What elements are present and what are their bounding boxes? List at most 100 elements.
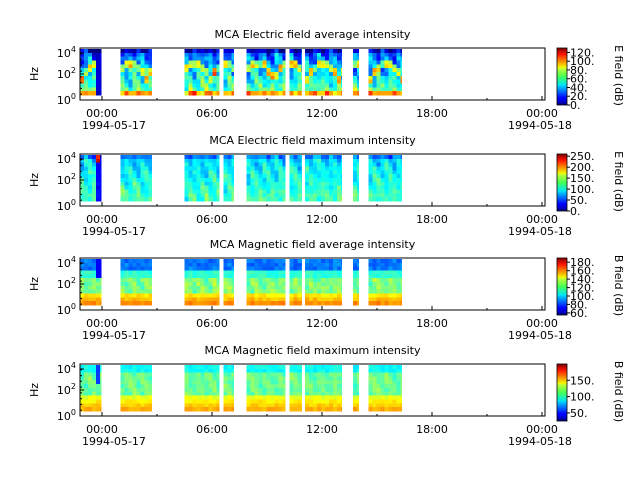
spectrogram-cell [140, 75, 145, 80]
spectrogram-cell [132, 174, 137, 179]
spectrogram-cell [132, 56, 137, 61]
spectrogram-cell [340, 49, 342, 54]
spectrogram-cell [136, 68, 141, 73]
spectrogram-cell [392, 83, 397, 88]
spectrogram-cell [388, 270, 393, 275]
spectrogram-cell [84, 282, 89, 287]
spectrogram-cell [320, 380, 325, 385]
spectrogram-cell [336, 155, 341, 160]
spectrogram-cell [100, 158, 102, 163]
spectrogram-cell [368, 372, 373, 377]
spectrogram-cell [92, 388, 97, 393]
spectrogram-cell [312, 380, 317, 385]
spectrogram-cell [380, 403, 385, 408]
spectrogram-cell [376, 395, 381, 400]
spectrogram-cell [368, 365, 373, 370]
spectrogram-cell [301, 64, 303, 69]
spectrogram-cell [297, 87, 302, 92]
spectrogram-cell [372, 162, 377, 167]
spectrogram-cell [231, 170, 235, 175]
data-segment [353, 155, 360, 202]
spectrogram-cell [316, 64, 321, 69]
spectrogram-cell [140, 259, 145, 264]
y-tick-label: 100 [57, 408, 76, 423]
spectrogram-cell [400, 91, 402, 96]
spectrogram-cell [246, 91, 251, 96]
spectrogram-cell [328, 270, 333, 275]
spectrogram-cell [396, 278, 401, 283]
spectrogram-cell [204, 178, 209, 183]
spectrogram-cell [200, 158, 205, 163]
spectrogram-cell [100, 64, 102, 69]
spectrogram-cell [357, 266, 360, 271]
spectrogram-cell [332, 407, 337, 412]
spectrogram-cell [278, 297, 283, 302]
spectrogram-cell [289, 185, 294, 190]
spectrogram-cell [278, 83, 283, 88]
spectrogram-cell [188, 178, 193, 183]
spectrogram-cell [100, 301, 102, 306]
spectrogram-cell [88, 158, 93, 163]
spectrogram-cell [88, 293, 93, 298]
spectrogram-cell [250, 79, 255, 84]
spectrogram-cell [254, 372, 259, 377]
spectrogram-cell [340, 297, 342, 302]
spectrogram-cell [312, 64, 317, 69]
spectrogram-cell [100, 75, 102, 80]
spectrogram-cell [92, 376, 97, 381]
spectrogram-cell [274, 407, 279, 412]
spectrogram-cell [88, 282, 93, 287]
spectrogram-cell [282, 166, 286, 171]
spectrogram-cell [332, 285, 337, 290]
spectrogram-cell [262, 399, 267, 404]
spectrogram-cell [80, 87, 85, 92]
spectrogram-cell [376, 266, 381, 271]
spectrogram-cell [328, 174, 333, 179]
spectrogram-cell [184, 79, 189, 84]
spectrogram-cell [250, 278, 255, 283]
spectrogram-cell [320, 83, 325, 88]
spectrogram-cell [96, 193, 101, 198]
spectrogram-cell [328, 301, 333, 306]
spectrogram-cell [297, 270, 302, 275]
spectrogram-cell [96, 285, 101, 290]
spectrogram-cell [400, 285, 402, 290]
spectrogram-cell [231, 388, 235, 393]
spectrogram-cell [231, 270, 235, 275]
spectrogram-cell [140, 185, 145, 190]
spectrogram-cell [227, 266, 232, 271]
y-tick-label: 100 [57, 302, 76, 317]
spectrogram-cell [212, 162, 217, 167]
spectrogram-cell [396, 87, 401, 92]
spectrogram-cell [254, 79, 259, 84]
spectrogram-cell [88, 64, 93, 69]
spectrogram-cell [278, 365, 283, 370]
spectrogram-cell [293, 262, 298, 267]
spectrogram-cell [380, 155, 385, 160]
spectrogram-cell [376, 52, 381, 57]
spectrogram-cell [400, 403, 402, 408]
spectrogram-cell [212, 166, 217, 171]
spectrogram-cell [96, 166, 101, 171]
y-tick-label: 102 [57, 66, 76, 81]
spectrogram-cell [204, 403, 209, 408]
spectrogram-cell [88, 83, 93, 88]
spectrogram-cell [392, 60, 397, 65]
spectrogram-cell [124, 193, 129, 198]
spectrogram [80, 155, 402, 202]
spectrogram-cell [289, 166, 294, 171]
spectrogram-cell [332, 368, 337, 373]
spectrogram-cell [184, 87, 189, 92]
spectrogram-cell [384, 293, 389, 298]
spectrogram-cell [274, 270, 279, 275]
spectrogram-cell [136, 178, 141, 183]
spectrogram-cell [96, 197, 101, 202]
spectrogram-cell [96, 83, 101, 88]
spectrogram-cell [328, 185, 333, 190]
spectrogram-cell [120, 189, 125, 194]
spectrogram-cell [96, 181, 101, 186]
spectrogram-cell [324, 282, 329, 287]
spectrogram-cell [297, 72, 302, 77]
x-tick-label: 00:00 [86, 317, 118, 330]
spectrogram-cell [100, 185, 102, 190]
